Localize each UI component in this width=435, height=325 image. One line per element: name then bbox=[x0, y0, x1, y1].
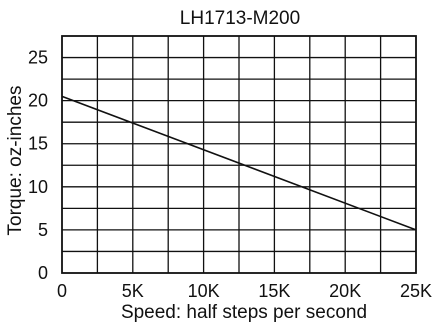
x-tick-label: 0 bbox=[57, 281, 67, 301]
y-tick-label: 10 bbox=[28, 177, 48, 197]
y-tick-label: 20 bbox=[28, 91, 48, 111]
x-tick-label: 5K bbox=[122, 281, 144, 301]
grid-layer bbox=[62, 36, 416, 273]
y-tick-label: 15 bbox=[28, 134, 48, 154]
series-layer bbox=[61, 95, 417, 231]
plot-area-frame bbox=[61, 35, 417, 274]
torque-curve-line bbox=[61, 95, 417, 231]
y-tick-label: 25 bbox=[28, 48, 48, 68]
x-tick-label: 15K bbox=[258, 281, 290, 301]
chart-title: LH1713-M200 bbox=[180, 8, 300, 29]
y-axis-ticks: 0 5 10 15 20 25 bbox=[28, 48, 48, 283]
x-axis-label: Speed: half steps per second bbox=[121, 302, 367, 323]
y-axis-label: Torque: oz-inches bbox=[5, 86, 26, 236]
y-tick-label: 5 bbox=[38, 220, 48, 240]
y-tick-label: 0 bbox=[38, 263, 48, 283]
x-tick-label: 10K bbox=[188, 281, 220, 301]
x-tick-label: 20K bbox=[329, 281, 361, 301]
x-tick-label: 25K bbox=[400, 281, 432, 301]
x-axis-ticks: 0 5K 10K 15K 20K 25K bbox=[57, 281, 432, 301]
